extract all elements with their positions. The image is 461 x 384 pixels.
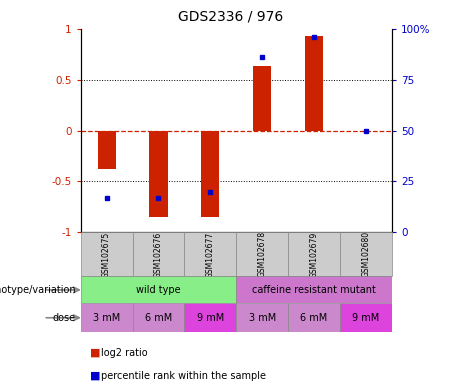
- Bar: [201, 131, 219, 217]
- Bar: [253, 66, 271, 131]
- Bar: [236, 303, 288, 332]
- Bar: [288, 232, 340, 276]
- Bar: [184, 232, 236, 276]
- Text: caffeine resistant mutant: caffeine resistant mutant: [252, 285, 376, 295]
- Bar: [81, 276, 236, 303]
- Text: log2 ratio: log2 ratio: [101, 348, 148, 358]
- Text: GSM102679: GSM102679: [309, 231, 319, 278]
- Text: GDS2336 / 976: GDS2336 / 976: [178, 10, 283, 23]
- Text: genotype/variation: genotype/variation: [0, 285, 76, 295]
- Text: wild type: wild type: [136, 285, 181, 295]
- Text: 6 mM: 6 mM: [301, 313, 328, 323]
- Text: ■: ■: [90, 348, 100, 358]
- Text: 9 mM: 9 mM: [352, 313, 379, 323]
- Bar: [236, 232, 288, 276]
- Text: GSM102680: GSM102680: [361, 231, 371, 278]
- Bar: [133, 232, 184, 276]
- Bar: [98, 131, 116, 169]
- Bar: [236, 276, 392, 303]
- Text: ■: ■: [90, 371, 100, 381]
- Bar: [340, 232, 392, 276]
- Text: 6 mM: 6 mM: [145, 313, 172, 323]
- Text: 3 mM: 3 mM: [93, 313, 120, 323]
- Bar: [288, 303, 340, 332]
- Text: dose: dose: [53, 313, 76, 323]
- Bar: [81, 232, 133, 276]
- Bar: [305, 36, 323, 131]
- Text: GSM102678: GSM102678: [258, 231, 267, 278]
- Text: 3 mM: 3 mM: [248, 313, 276, 323]
- Text: percentile rank within the sample: percentile rank within the sample: [101, 371, 266, 381]
- Bar: [184, 303, 236, 332]
- Bar: [149, 131, 167, 217]
- Text: 9 mM: 9 mM: [197, 313, 224, 323]
- Bar: [340, 303, 392, 332]
- Bar: [133, 303, 184, 332]
- Bar: [81, 303, 133, 332]
- Text: GSM102676: GSM102676: [154, 231, 163, 278]
- Text: GSM102675: GSM102675: [102, 231, 111, 278]
- Text: GSM102677: GSM102677: [206, 231, 215, 278]
